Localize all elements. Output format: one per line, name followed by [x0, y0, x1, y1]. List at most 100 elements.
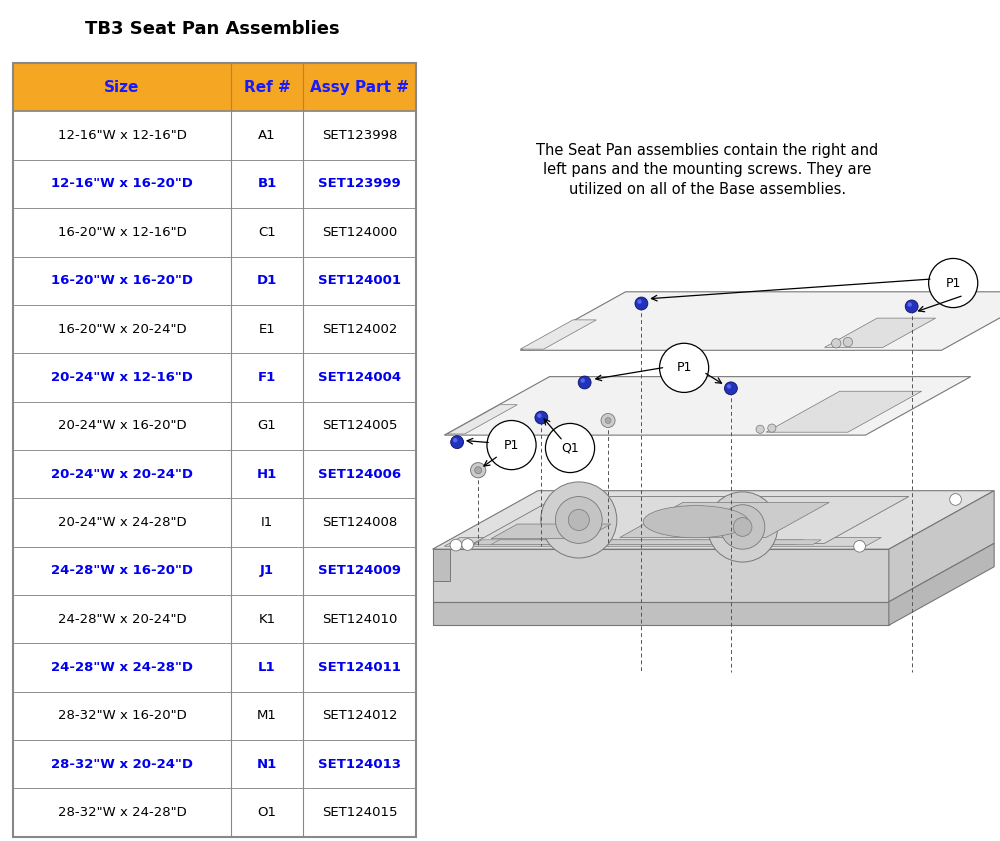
Circle shape: [708, 492, 778, 562]
Circle shape: [843, 337, 853, 346]
Text: 16-20"W x 12-16"D: 16-20"W x 12-16"D: [58, 226, 186, 239]
Circle shape: [451, 436, 464, 448]
Text: SET124015: SET124015: [322, 807, 397, 819]
Text: I1: I1: [261, 516, 273, 529]
Text: 12-16"W x 16-20"D: 12-16"W x 16-20"D: [51, 177, 193, 190]
Circle shape: [905, 300, 918, 313]
Text: O1: O1: [257, 807, 276, 819]
Polygon shape: [433, 602, 889, 625]
Text: SET124000: SET124000: [322, 226, 397, 239]
Bar: [13, 740, 416, 789]
Text: SET124008: SET124008: [322, 516, 397, 529]
Text: B1: B1: [257, 177, 277, 190]
Text: SET124006: SET124006: [318, 468, 401, 480]
Text: 20-24"W x 12-16"D: 20-24"W x 12-16"D: [51, 371, 193, 383]
Polygon shape: [824, 318, 936, 347]
Text: 28-32"W x 20-24"D: 28-32"W x 20-24"D: [51, 758, 193, 770]
Polygon shape: [766, 391, 922, 432]
Text: F1: F1: [258, 371, 276, 383]
Ellipse shape: [643, 505, 748, 537]
Text: A1: A1: [258, 130, 276, 142]
Text: K1: K1: [258, 613, 275, 626]
Polygon shape: [444, 537, 881, 547]
Text: Size: Size: [104, 80, 140, 95]
Circle shape: [537, 414, 542, 418]
Circle shape: [471, 463, 486, 478]
Text: 28-32"W x 24-28"D: 28-32"W x 24-28"D: [58, 807, 186, 819]
Text: Assy Part #: Assy Part #: [310, 80, 409, 95]
Bar: [13, 257, 416, 305]
Polygon shape: [474, 496, 909, 543]
Circle shape: [462, 539, 474, 550]
Text: G1: G1: [258, 420, 276, 432]
Circle shape: [727, 384, 731, 389]
Circle shape: [635, 297, 648, 310]
Text: 24-28"W x 20-24"D: 24-28"W x 20-24"D: [58, 613, 186, 626]
Text: Ref #: Ref #: [244, 80, 290, 95]
Bar: [13, 547, 416, 595]
Text: H1: H1: [257, 468, 277, 480]
Bar: [13, 112, 416, 160]
Polygon shape: [889, 490, 994, 602]
Circle shape: [568, 510, 589, 531]
Polygon shape: [433, 490, 994, 549]
Bar: [13, 691, 416, 740]
Circle shape: [580, 378, 585, 383]
Circle shape: [487, 420, 536, 469]
Text: 28-32"W x 16-20"D: 28-32"W x 16-20"D: [58, 710, 186, 722]
Text: 24-28"W x 24-28"D: 24-28"W x 24-28"D: [51, 661, 193, 674]
Circle shape: [756, 426, 764, 433]
Text: 16-20"W x 20-24"D: 16-20"W x 20-24"D: [58, 323, 186, 336]
Bar: [13, 353, 416, 402]
Circle shape: [768, 424, 776, 432]
Circle shape: [832, 339, 841, 348]
Text: E1: E1: [259, 323, 275, 336]
Polygon shape: [520, 292, 1000, 351]
Text: P1: P1: [946, 277, 961, 289]
Text: 20-24"W x 20-24"D: 20-24"W x 20-24"D: [51, 468, 193, 480]
Text: SET123999: SET123999: [318, 177, 401, 190]
Circle shape: [907, 302, 912, 307]
Polygon shape: [474, 540, 804, 544]
Polygon shape: [620, 502, 829, 537]
Circle shape: [541, 482, 617, 558]
Text: C1: C1: [258, 226, 276, 239]
Polygon shape: [433, 549, 889, 602]
Circle shape: [555, 496, 602, 543]
Polygon shape: [433, 549, 450, 581]
Circle shape: [929, 258, 978, 308]
Bar: [13, 789, 416, 837]
Text: SET124012: SET124012: [322, 710, 397, 722]
Text: 20-24"W x 24-28"D: 20-24"W x 24-28"D: [58, 516, 186, 529]
Bar: [13, 160, 416, 208]
Bar: [13, 498, 416, 547]
Circle shape: [733, 517, 752, 537]
Polygon shape: [889, 543, 994, 625]
Circle shape: [950, 494, 961, 505]
Circle shape: [535, 411, 548, 424]
Circle shape: [453, 438, 457, 442]
Bar: [13, 63, 416, 112]
Text: SET124001: SET124001: [318, 274, 401, 287]
Text: 24-28"W x 16-20"D: 24-28"W x 16-20"D: [51, 564, 193, 577]
Text: SET124011: SET124011: [318, 661, 401, 674]
Text: The Seat Pan assemblies contain the right and
left pans and the mounting screws.: The Seat Pan assemblies contain the righ…: [536, 143, 879, 198]
Circle shape: [637, 299, 642, 304]
Text: SET124005: SET124005: [322, 420, 397, 432]
Bar: [13, 595, 416, 643]
Text: 20-24"W x 16-20"D: 20-24"W x 16-20"D: [58, 420, 186, 432]
Text: SET124002: SET124002: [322, 323, 397, 336]
Bar: [13, 209, 416, 257]
Text: TB3 Seat Pan Assemblies: TB3 Seat Pan Assemblies: [85, 20, 340, 39]
Polygon shape: [491, 540, 821, 544]
Polygon shape: [520, 320, 596, 349]
Text: L1: L1: [258, 661, 276, 674]
Text: D1: D1: [257, 274, 277, 287]
Polygon shape: [447, 405, 517, 434]
Bar: [13, 402, 416, 450]
Text: SET124004: SET124004: [318, 371, 401, 383]
Circle shape: [660, 343, 709, 393]
Circle shape: [475, 467, 482, 473]
Text: SET124010: SET124010: [322, 613, 397, 626]
Text: P1: P1: [676, 362, 692, 374]
